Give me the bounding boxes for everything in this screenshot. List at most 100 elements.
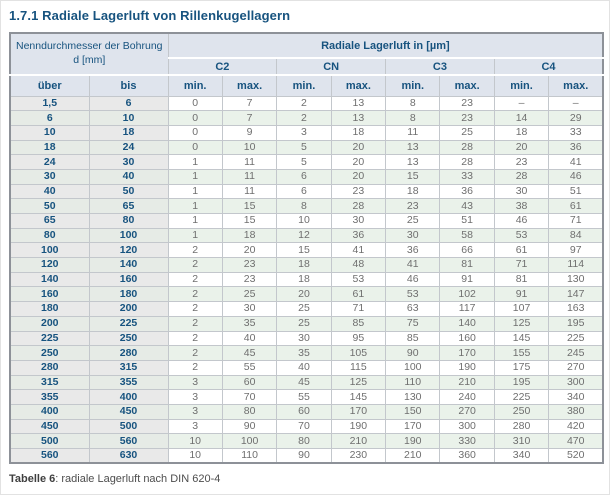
clearance-cell: 70 [276, 418, 332, 435]
clearance-cell: 150 [385, 403, 441, 420]
bore-cell: 355 [9, 389, 90, 405]
clearance-cell: 125 [493, 315, 550, 332]
bore-cell: 400 [9, 403, 90, 420]
table-row: 120 140 2 23 18 48 41 81 71 114 [9, 257, 604, 273]
clearance-cell: 23 [221, 257, 278, 273]
caption-text: : radiale Lagerluft nach DIN 620-4 [55, 473, 221, 486]
page-title: 1.7.1 Radiale Lagerluft von Rillenkugell… [9, 8, 291, 23]
clearance-cell: 90 [385, 345, 441, 361]
clearance-cell: 58 [439, 227, 495, 244]
clearance-cell: 1 [167, 213, 223, 229]
clearance-cell: 23 [330, 183, 387, 200]
clearance-cell: 28 [439, 154, 495, 170]
clearance-cell: 40 [276, 359, 332, 376]
clearance-cell: 12 [276, 227, 332, 244]
clearance-cell: 28 [493, 168, 550, 185]
clearance-cell: 7 [221, 110, 278, 126]
clearance-cell: 3 [167, 403, 223, 420]
bore-cell: 24 [9, 154, 90, 170]
clearance-table: Nenndurchmesser der Bohrung d [mm] Radia… [9, 32, 605, 465]
subheader-min-c4: min. [493, 74, 550, 97]
bore-cell: 65 [9, 213, 90, 229]
clearance-cell: 2 [167, 315, 223, 332]
class-header-c3: C3 [385, 57, 495, 76]
clearance-cell: 13 [385, 154, 441, 170]
clearance-cell: 13 [330, 95, 387, 112]
clearance-cell: 270 [548, 359, 604, 376]
bore-cell: 250 [88, 330, 169, 347]
clearance-cell: 81 [439, 257, 495, 273]
clearance-cell: 107 [493, 301, 550, 317]
clearance-cell: 11 [385, 124, 441, 141]
clearance-cell: 190 [330, 418, 387, 435]
clearance-cell: 30 [221, 301, 278, 317]
corner-header-bore-diameter: Nenndurchmesser der Bohrung d [mm] [9, 32, 169, 76]
bore-cell: 10 [9, 124, 90, 141]
clearance-cell: 15 [221, 213, 278, 229]
clearance-cell: 80 [221, 403, 278, 420]
table-row: 250 280 2 45 35 105 90 170 155 245 [9, 345, 604, 361]
clearance-cell: 46 [548, 168, 604, 185]
clearance-cell: 130 [385, 389, 441, 405]
clearance-cell: 33 [439, 168, 495, 185]
clearance-cell: 5 [276, 154, 332, 170]
clearance-cell: 300 [439, 418, 495, 435]
clearance-cell: 23 [385, 198, 441, 214]
bore-cell: 6 [88, 95, 169, 112]
clearance-cell: 25 [276, 315, 332, 332]
table-row: 180 200 2 30 25 71 63 117 107 163 [9, 301, 604, 317]
clearance-cell: 0 [167, 95, 223, 112]
clearance-cell: 48 [330, 257, 387, 273]
bore-cell: 18 [9, 139, 90, 156]
header-row-minmax: über bis min. max. min. max. min. max. m… [9, 74, 604, 97]
bore-cell: 315 [9, 374, 90, 391]
clearance-cell: 15 [385, 168, 441, 185]
clearance-cell: 1 [167, 168, 223, 185]
bore-cell: 18 [88, 124, 169, 141]
clearance-cell: 114 [548, 257, 604, 273]
clearance-cell: 145 [493, 330, 550, 347]
clearance-cell: 250 [493, 403, 550, 420]
header-row-classes: C2 CN C3 C4 [10, 57, 604, 76]
clearance-cell: 125 [330, 374, 387, 391]
bore-cell: 560 [9, 448, 90, 464]
bore-cell: 500 [9, 433, 90, 449]
clearance-cell: 130 [548, 271, 604, 288]
clearance-cell: 225 [548, 330, 604, 347]
clearance-cell: 28 [330, 198, 387, 214]
table-body: 1,5 6 0 7 2 13 8 23– –6 10 0 7 2 13 8 23 14 29 10 18 0 9 3 18 11… [9, 95, 604, 464]
clearance-cell: 20 [221, 242, 278, 259]
clearance-cell: 41 [548, 154, 604, 170]
clearance-cell: 11 [221, 168, 278, 185]
clearance-cell: 117 [439, 301, 495, 317]
subheader-min-c2: min. [167, 74, 223, 97]
clearance-cell: 240 [439, 389, 495, 405]
clearance-cell: 10 [221, 139, 278, 156]
bore-cell: 24 [88, 139, 169, 156]
bore-cell: 100 [9, 242, 90, 259]
class-header-c2: C2 [167, 57, 278, 76]
clearance-cell: 100 [221, 433, 278, 449]
bore-cell: 180 [9, 301, 90, 317]
clearance-cell: 23 [439, 110, 495, 126]
clearance-cell: 110 [221, 448, 278, 464]
clearance-cell: 20 [330, 154, 387, 170]
clearance-cell: 36 [330, 227, 387, 244]
clearance-cell: 5 [276, 139, 332, 156]
clearance-cell: 61 [548, 198, 604, 214]
table-header: Nenndurchmesser der Bohrung d [mm] Radia… [9, 32, 604, 97]
clearance-cell: 170 [385, 418, 441, 435]
bore-cell: 30 [88, 154, 169, 170]
clearance-cell: 51 [548, 183, 604, 200]
clearance-cell: 61 [493, 242, 550, 259]
bore-cell: 500 [88, 418, 169, 435]
clearance-cell: 160 [439, 330, 495, 347]
bore-cell: 100 [88, 227, 169, 244]
subheader-max-c3: max. [439, 74, 495, 97]
clearance-cell: 470 [548, 433, 604, 449]
table-row: 560 630 10 110 90 230 210 360 340 520 [9, 448, 604, 464]
clearance-cell: 2 [276, 110, 332, 126]
table-row: 450 500 3 90 70 190 170 300 280 420 [9, 418, 604, 435]
bore-cell: 315 [88, 359, 169, 376]
clearance-cell: 75 [385, 315, 441, 332]
